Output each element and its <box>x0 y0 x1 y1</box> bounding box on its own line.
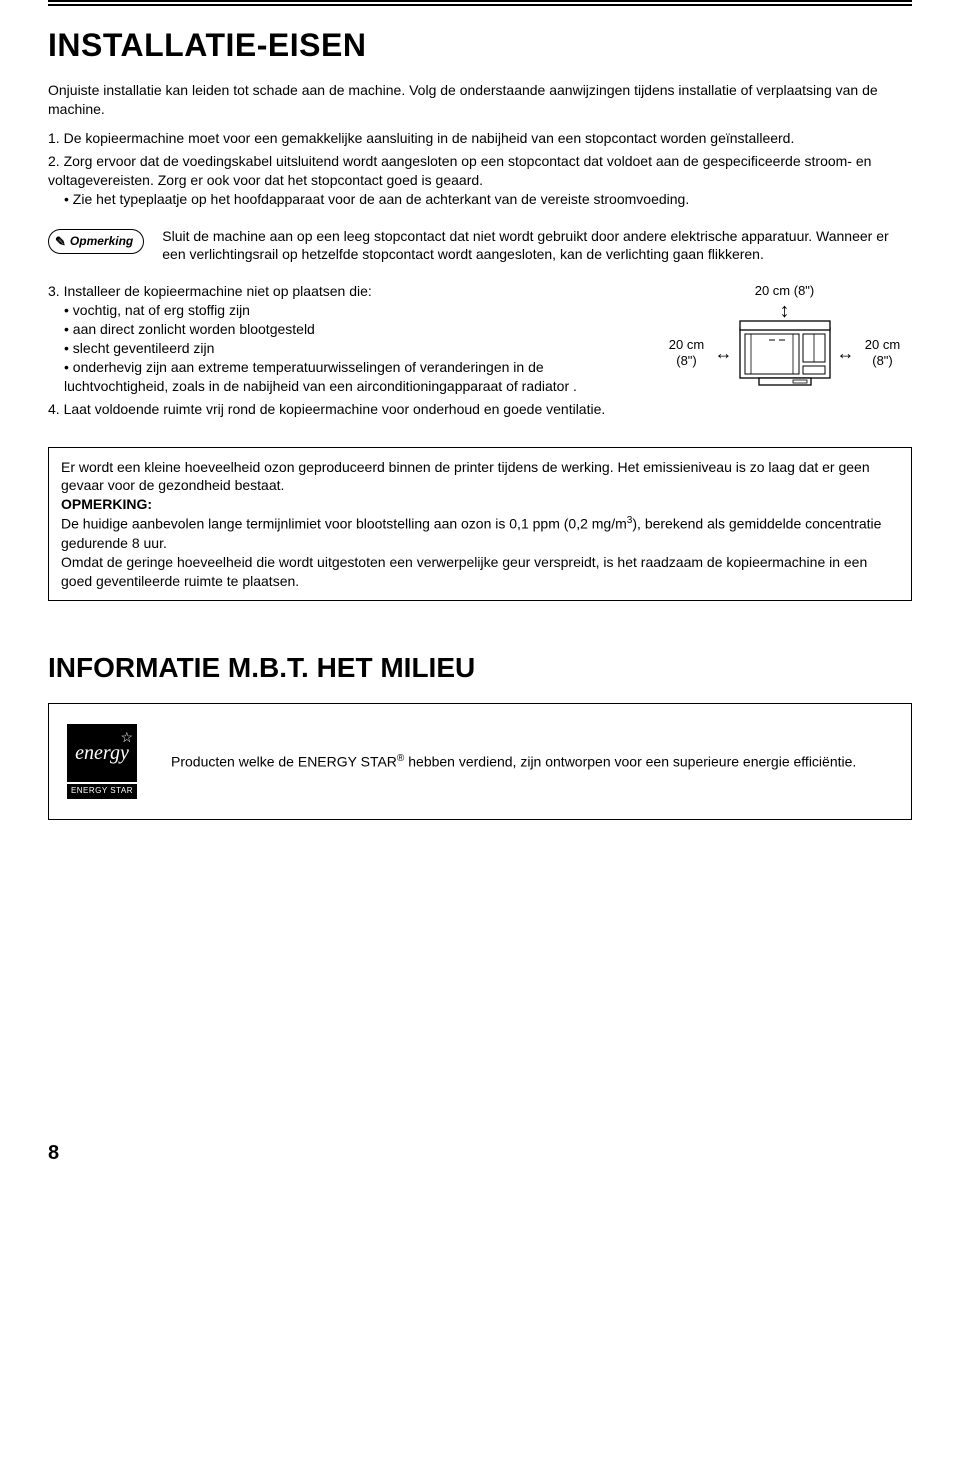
copier-icon <box>739 320 831 386</box>
list-item-2: 2. Zorg ervoor dat de voedingskabel uits… <box>48 152 912 209</box>
intro-text: Onjuiste installatie kan leiden tot scha… <box>48 81 912 119</box>
item1-text: De kopieermachine moet voor een gemakkel… <box>64 130 795 146</box>
arrow-left-right-icon: ↔ <box>715 341 733 365</box>
item2-text: Zorg ervoor dat de voedingskabel uitslui… <box>48 153 871 188</box>
energy-star-box: energy ☆ ENERGY STAR Producten welke de … <box>48 703 912 820</box>
clearance-diagram: 20 cm (8") ↕ 20 cm(8") ↔ ↔ <box>657 282 912 386</box>
item3-bullet-3: slecht geventileerd zijn <box>64 339 637 358</box>
item3-intro: Installeer de kopieermachine niet op pla… <box>64 283 372 299</box>
ozone-p2: De huidige aanbevolen lange termijnlimie… <box>61 514 899 552</box>
pencil-icon: ✎ <box>55 233 66 251</box>
diagram-top-label: 20 cm (8") <box>657 282 912 300</box>
ozone-p3: Omdat de geringe hoeveelheid die wordt u… <box>61 553 899 591</box>
item2-number: 2. <box>48 153 60 169</box>
energy-star-logo: energy ☆ ENERGY STAR <box>67 724 137 799</box>
list-item-4: 4. Laat voldoende ruimte vrij rond de ko… <box>48 400 637 419</box>
item3-bullet-1: vochtig, nat of erg stoffig zijn <box>64 301 637 320</box>
item3-bullet-2: aan direct zonlicht worden blootgesteld <box>64 320 637 339</box>
page-title: INSTALLATIE-EISEN <box>48 24 912 67</box>
note-text: Sluit de machine aan op een leeg stopcon… <box>162 227 912 265</box>
ozone-p1: Er wordt een kleine hoeveelheid ozon gep… <box>61 458 899 496</box>
note-badge: ✎ Opmerking <box>48 229 144 255</box>
list-item-3: 3. Installeer de kopieermachine niet op … <box>48 282 637 395</box>
item3-number: 3. <box>48 283 60 299</box>
item4-text: Laat voldoende ruimte vrij rond de kopie… <box>64 401 606 417</box>
arrow-left-right-icon: ↔ <box>837 341 855 365</box>
note-label: Opmerking <box>70 233 133 249</box>
arrow-up-down-icon: ↕ <box>657 302 912 320</box>
list-item-1: 1. De kopieermachine moet voor een gemak… <box>48 129 912 148</box>
energy-star-label: ENERGY STAR <box>67 784 137 799</box>
item3-bullet-4: onderhevig zijn aan extreme temperatuurw… <box>64 358 637 396</box>
ozone-notice: Er wordt een kleine hoeveelheid ozon gep… <box>48 447 912 602</box>
note-callout: ✎ Opmerking Sluit de machine aan op een … <box>48 227 912 265</box>
energy-star-text: Producten welke de ENERGY STAR® hebben v… <box>171 752 856 772</box>
diagram-left-label: 20 cm(8") <box>665 337 709 368</box>
page-number: 8 <box>48 1140 912 1167</box>
diagram-right-label: 20 cm(8") <box>861 337 905 368</box>
item1-number: 1. <box>48 130 60 146</box>
ozone-label: OPMERKING: <box>61 496 152 512</box>
item4-number: 4. <box>48 401 60 417</box>
star-icon: ☆ <box>120 728 133 747</box>
section-heading-milieu: INFORMATIE M.B.T. HET MILIEU <box>48 649 912 687</box>
item2-bullet: Zie het typeplaatje op het hoofdapparaat… <box>64 190 912 209</box>
